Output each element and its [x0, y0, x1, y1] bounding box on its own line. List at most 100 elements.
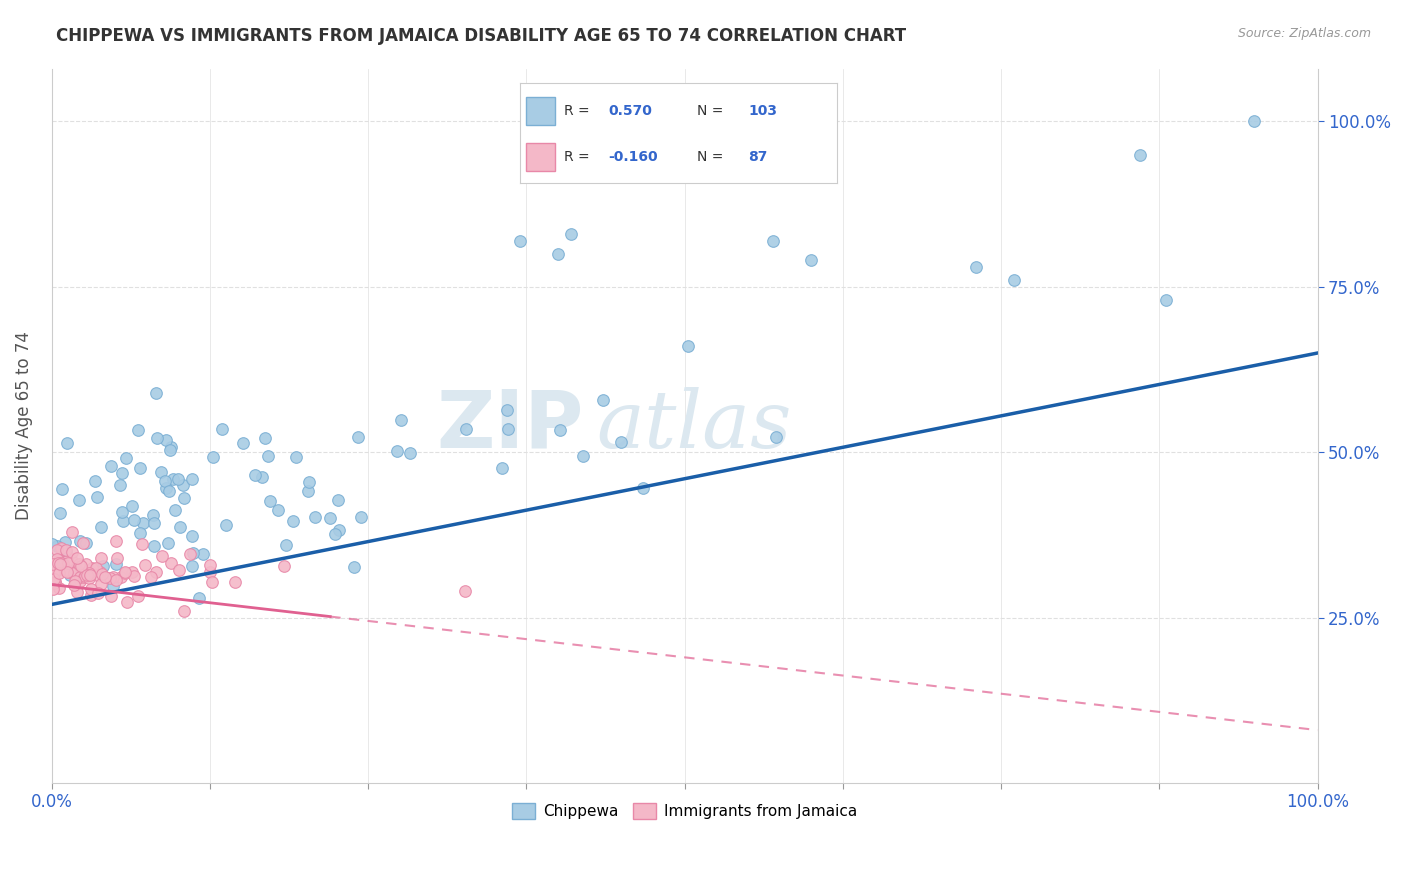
Text: atlas: atlas — [596, 387, 792, 465]
Point — [1002, 273, 1025, 287]
Point — [100, 459, 122, 474]
Point — [111, 466, 134, 480]
Point — [127, 589, 149, 603]
Point — [84, 561, 107, 575]
Point — [55, 543, 77, 558]
Point — [112, 514, 135, 528]
Point — [90, 551, 112, 566]
Point — [60, 552, 83, 566]
Point — [256, 450, 278, 464]
Point — [456, 422, 478, 436]
Point — [259, 493, 281, 508]
Point — [243, 468, 266, 483]
Point — [53, 563, 76, 577]
Point — [202, 450, 225, 464]
Point — [254, 432, 277, 446]
Point — [115, 595, 138, 609]
Point — [155, 434, 177, 448]
Y-axis label: Disability Age 65 to 74: Disability Age 65 to 74 — [15, 331, 32, 520]
Point — [56, 556, 79, 570]
Point — [90, 520, 112, 534]
Point — [46, 542, 69, 557]
Point — [318, 511, 340, 525]
Point — [63, 574, 86, 588]
Point — [103, 570, 125, 584]
Point — [108, 477, 131, 491]
Point — [328, 523, 350, 537]
Point — [89, 565, 111, 579]
Text: CHIPPEWA VS IMMIGRANTS FROM JAMAICA DISABILITY AGE 65 TO 74 CORRELATION CHART: CHIPPEWA VS IMMIGRANTS FROM JAMAICA DISA… — [56, 27, 907, 45]
Point — [267, 503, 290, 517]
Point — [762, 234, 785, 248]
Point — [153, 475, 176, 489]
Point — [215, 518, 238, 533]
Point — [84, 475, 107, 489]
Point — [41, 536, 63, 550]
Point — [94, 570, 117, 584]
Point — [114, 566, 136, 580]
Point — [55, 554, 77, 568]
Point — [179, 547, 201, 561]
Point — [1154, 293, 1177, 307]
Point — [145, 386, 167, 401]
Point — [63, 559, 86, 574]
Point — [79, 582, 101, 596]
Point — [44, 574, 66, 589]
Point — [181, 472, 204, 486]
Point — [173, 604, 195, 618]
Point — [157, 535, 180, 549]
Point — [105, 557, 128, 571]
Point — [121, 500, 143, 514]
Point — [167, 563, 190, 577]
Text: Source: ZipAtlas.com: Source: ZipAtlas.com — [1237, 27, 1371, 40]
Point — [86, 568, 108, 582]
Point — [49, 557, 72, 571]
Point — [326, 493, 349, 508]
Point — [105, 551, 128, 566]
Point — [110, 570, 132, 584]
Point — [70, 559, 93, 574]
Legend: Chippewa, Immigrants from Jamaica: Chippewa, Immigrants from Jamaica — [506, 797, 863, 825]
Point — [800, 253, 823, 268]
Point — [131, 537, 153, 551]
Point — [59, 567, 82, 582]
Point — [572, 449, 595, 463]
Point — [128, 460, 150, 475]
Point — [73, 569, 96, 583]
Point — [298, 475, 321, 489]
Point — [304, 510, 326, 524]
Point — [129, 525, 152, 540]
Point — [391, 413, 413, 427]
Point — [281, 514, 304, 528]
Point — [211, 422, 233, 436]
Point — [167, 472, 190, 486]
Point — [77, 571, 100, 585]
Point — [111, 505, 134, 519]
Point — [70, 559, 93, 574]
Point — [198, 566, 221, 580]
Point — [163, 503, 186, 517]
Point — [134, 558, 156, 572]
Point — [631, 481, 654, 495]
Point — [232, 435, 254, 450]
Point — [198, 558, 221, 573]
Point — [159, 442, 181, 457]
Point — [44, 574, 66, 589]
Point — [77, 566, 100, 580]
Point — [42, 576, 65, 591]
Text: ZIP: ZIP — [436, 387, 583, 465]
Point — [454, 584, 477, 599]
Point — [965, 260, 987, 274]
Point — [191, 547, 214, 561]
Point — [273, 558, 295, 573]
Point — [160, 440, 183, 454]
Point — [121, 565, 143, 579]
Point — [45, 539, 67, 553]
Point — [56, 566, 79, 580]
Point — [79, 567, 101, 582]
Point — [101, 579, 124, 593]
Point — [346, 430, 368, 444]
Point — [45, 551, 67, 566]
Point — [224, 574, 246, 589]
Point — [59, 566, 82, 580]
